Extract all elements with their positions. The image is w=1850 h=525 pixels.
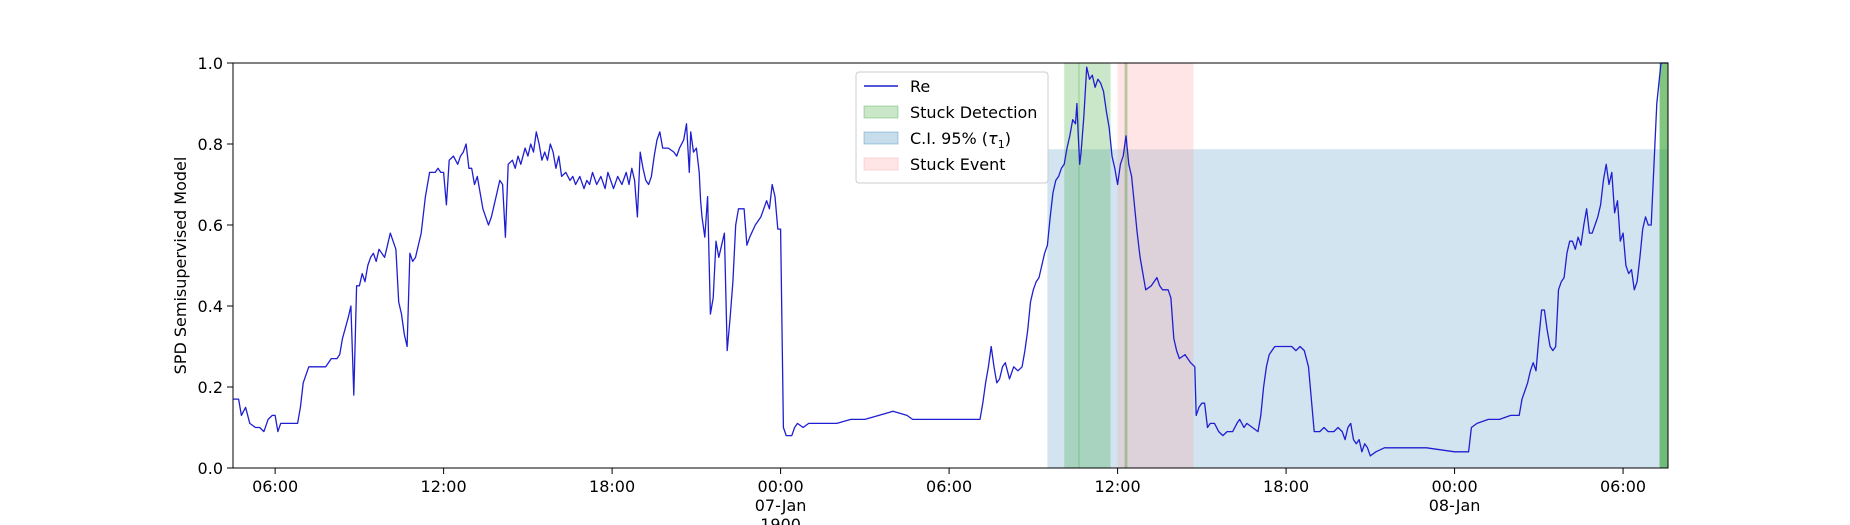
legend-swatch-patch (863, 105, 899, 119)
x-tick-label: 12:00 (1095, 477, 1141, 496)
region-stuck-detection-3 (1124, 63, 1128, 468)
region-stuck-event-5 (1117, 63, 1194, 468)
x-tick-date-label: 08-Jan (1429, 496, 1481, 515)
x-tick-label: 06:00 (252, 477, 298, 496)
y-tick-label: 1.0 (198, 54, 223, 73)
legend: Re Stuck Detection C.I. 95% (τ1) Stuck Even… (855, 71, 1049, 184)
legend-label: Stuck Detection (910, 103, 1037, 122)
x-tick-label: 06:00 (926, 477, 972, 496)
y-tick-label: 0.6 (198, 216, 223, 235)
x-tick-label: 00:00 (758, 477, 804, 496)
y-tick-label: 0.2 (198, 378, 223, 397)
x-tick-label: 18:00 (589, 477, 635, 496)
region-ci-95-0 (1047, 149, 1668, 468)
legend-swatch-patch (863, 157, 899, 171)
region-stuck-detection-2 (1078, 63, 1080, 468)
series-line-re (233, 62, 1668, 457)
x-tick-label: 06:00 (1600, 477, 1646, 496)
y-tick-label: 0.0 (198, 459, 223, 478)
x-tick-label: 00:00 (1432, 477, 1478, 496)
legend-box (855, 71, 1049, 184)
x-tick-label: 18:00 (1263, 477, 1309, 496)
x-tick-label: 12:00 (421, 477, 467, 496)
series-lines (233, 62, 1668, 457)
x-tick-date-label: 07-Jan (755, 496, 807, 515)
region-stuck-detection-1 (1064, 63, 1111, 468)
x-year-label: 1900 (760, 515, 801, 525)
legend-swatch-patch (863, 131, 899, 145)
shaded-regions (1047, 63, 1668, 468)
region-stuck-detection-4 (1659, 63, 1668, 468)
y-axis-label: SPD Semisupervised Model (171, 157, 190, 375)
y-tick-label: 0.4 (198, 297, 223, 316)
y-axis: 0.0 0.2 0.4 0.6 0.8 1.0 (198, 54, 233, 478)
plot-frame (232, 62, 1669, 469)
legend-label: Re (910, 77, 930, 96)
y-tick-label: 0.8 (198, 135, 223, 154)
legend-label: Stuck Event (910, 155, 1006, 174)
legend-label: C.I. 95% (τ1) (910, 129, 1011, 151)
